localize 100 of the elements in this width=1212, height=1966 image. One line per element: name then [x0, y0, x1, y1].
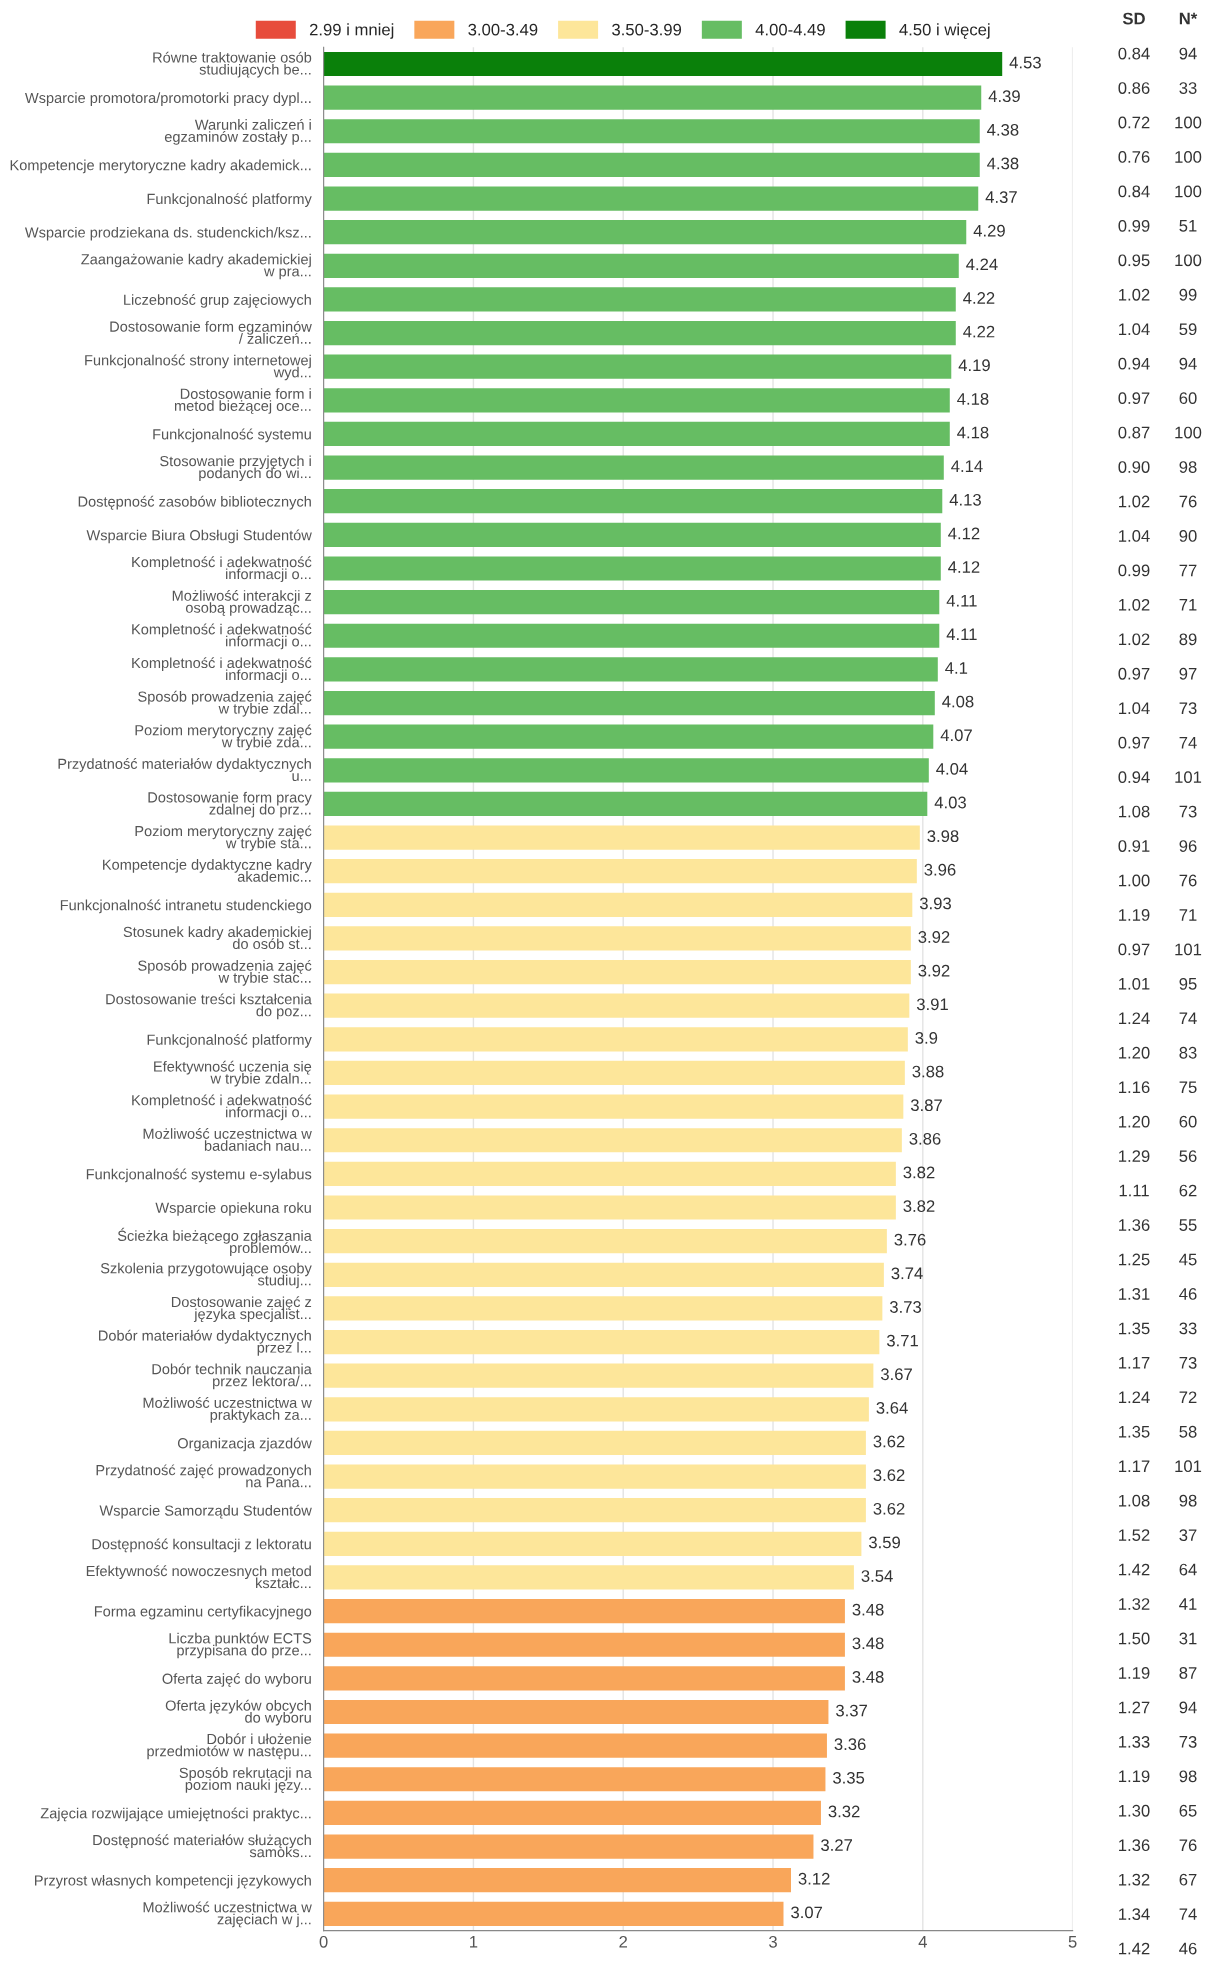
text: 73	[1179, 702, 1197, 715]
y-tick-label: Dostosowanie zajęć z języka specjalist...	[171, 1296, 312, 1323]
y-tick-label: Możliwość uczestnictwa w praktykach za...	[143, 1397, 312, 1423]
bar	[323, 926, 911, 951]
data-label: 3.27	[821, 1839, 853, 1851]
text: 0.94	[1118, 771, 1150, 784]
data-label: 3.37	[836, 1704, 867, 1717]
text: 0.87	[1118, 426, 1150, 439]
text: 0.99	[1118, 564, 1150, 577]
y-tick-label: Kompletność i adekwatność informacji o...	[132, 657, 312, 683]
y-tick-label: Funkcjonalność strony internetowej wyd...	[85, 354, 311, 381]
bar	[323, 1666, 845, 1691]
y-tick-label: Sposób rekrutacji na poziom nauki języ...	[179, 1767, 312, 1793]
legend-label: 4.00-4.49	[755, 23, 825, 36]
data-label: 4.18	[957, 393, 989, 405]
y-tick-label: Funkcjonalność platformy	[147, 193, 312, 207]
data-label: 3.9	[915, 1032, 938, 1044]
text: 62	[1179, 1184, 1197, 1197]
data-label: 4.04	[936, 762, 968, 775]
text: 1.33	[1119, 1735, 1150, 1748]
text: 46	[1179, 1288, 1197, 1300]
data-label: 4.37	[985, 191, 1017, 203]
bar	[323, 724, 934, 749]
legend-label: 4.50 i więcej	[899, 23, 990, 39]
text: 1.35	[1119, 1425, 1150, 1438]
bar	[323, 489, 943, 514]
text: 1.19	[1119, 909, 1150, 921]
data-label: 4.53	[1009, 56, 1041, 69]
data-label: 3.62	[873, 1469, 905, 1482]
data-label: 3.93	[919, 897, 951, 910]
text: 1.42	[1119, 1942, 1150, 1955]
text: 1.04	[1119, 702, 1150, 715]
text: 1.35	[1119, 1322, 1150, 1335]
text: 101	[1175, 771, 1202, 784]
y-tick-label: Wsparcie promotora/promotorki pracy dypl...	[24, 92, 311, 106]
data-label: 3.62	[873, 1502, 905, 1515]
data-label: 4.11	[946, 594, 977, 607]
bar	[323, 859, 917, 884]
bar	[323, 1161, 896, 1186]
text: 45	[1179, 1253, 1197, 1266]
data-label: 3.76	[894, 1233, 926, 1246]
text: 33	[1179, 1322, 1197, 1335]
text: 33	[1179, 82, 1197, 94]
y-tick-label: Dostosowanie form i metod bieżącej oce...	[174, 388, 311, 414]
bar	[323, 1733, 827, 1758]
y-tick-label: Wsparcie prodziekana ds. studenckich/ksz...	[24, 226, 311, 241]
text: 73	[1179, 805, 1197, 818]
text: 1.30	[1119, 1804, 1150, 1817]
y-tick-label: Równe traktowanie osób studiujących be...	[153, 51, 312, 78]
text: 1.52	[1119, 1529, 1150, 1542]
y-tick-label: Dostosowanie form pracy zdalnej do prz...	[148, 791, 312, 818]
text: 1.27	[1119, 1701, 1150, 1714]
text: 1.19	[1119, 1770, 1150, 1783]
data-label: 4.24	[966, 258, 998, 271]
bar	[323, 1632, 845, 1657]
bar	[323, 892, 913, 917]
bar	[323, 1128, 902, 1153]
data-label: 3.48	[852, 1637, 884, 1650]
text: 1.20	[1119, 1046, 1150, 1059]
bar	[323, 1397, 869, 1422]
text: 0.99	[1118, 219, 1150, 232]
text: 76	[1179, 495, 1197, 508]
text: 90	[1179, 530, 1197, 542]
data-label: 4.12	[948, 561, 980, 573]
data-label: 3.73	[889, 1301, 922, 1313]
text: 0.95	[1118, 254, 1150, 267]
y-tick-label: Liczba punktów ECTS przypisana do prze...	[169, 1632, 312, 1659]
bar	[323, 1498, 866, 1523]
y-tick-label: Kompletność i adekwatność informacji o...	[132, 1094, 312, 1121]
bar	[323, 152, 980, 178]
bar	[323, 1296, 883, 1321]
bar	[323, 1565, 854, 1590]
y-tick-label: Poziom merytoryczny zajęć w trybie sta...	[135, 825, 312, 852]
bar	[323, 758, 929, 783]
text: 1.29	[1119, 1150, 1150, 1163]
text: 98	[1179, 461, 1197, 473]
text: 1.01	[1119, 977, 1150, 990]
text: SD	[1122, 12, 1145, 25]
text: 74	[1179, 1908, 1197, 1920]
text: 1.25	[1119, 1253, 1150, 1266]
text: 60	[1179, 392, 1197, 405]
bar	[323, 186, 979, 211]
text: 100	[1175, 185, 1202, 198]
text: 100	[1175, 151, 1202, 163]
bar	[323, 1531, 862, 1556]
data-label: 4.1	[945, 662, 968, 674]
data-label: 4.18	[957, 426, 989, 439]
text: 60	[1179, 1115, 1197, 1128]
text: 87	[1179, 1667, 1197, 1679]
y-tick-label: Przyrost własnych kompetencji językowych	[35, 1874, 311, 1889]
y-tick-label: Wsparcie opiekuna roku	[155, 1202, 311, 1216]
data-label: 3.82	[903, 1200, 935, 1212]
bar	[323, 556, 941, 581]
text: 94	[1179, 47, 1197, 60]
bar	[323, 1767, 826, 1792]
y-tick-label: Stosunek kadry akademickiej do osób st...	[123, 926, 311, 950]
data-label: 3.48	[852, 1671, 884, 1683]
text: 0.94	[1118, 357, 1150, 370]
text: 1.11	[1119, 1184, 1149, 1197]
text: 74	[1179, 1012, 1197, 1025]
